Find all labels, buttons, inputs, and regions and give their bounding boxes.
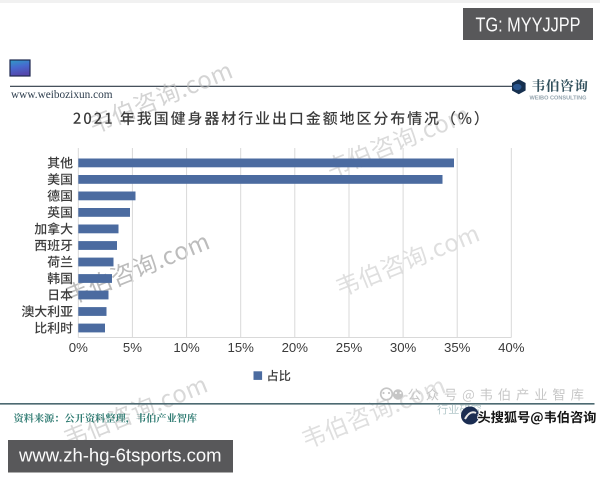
svg-text:WEIBO CONSULTING: WEIBO CONSULTING bbox=[530, 96, 587, 102]
svg-text:www.zh-hg-6tsports.com: www.zh-hg-6tsports.com bbox=[18, 445, 222, 466]
svg-text:20%: 20% bbox=[282, 340, 309, 355]
svg-text:25%: 25% bbox=[336, 340, 363, 355]
svg-text:www.weibozixun.com: www.weibozixun.com bbox=[11, 89, 113, 101]
svg-text:TG: MYYJJPP: TG: MYYJJPP bbox=[476, 15, 581, 37]
svg-text:30%: 30% bbox=[390, 340, 417, 355]
svg-text:0%: 0% bbox=[69, 340, 88, 355]
svg-text:10%: 10% bbox=[173, 340, 200, 355]
svg-text:40%: 40% bbox=[498, 340, 525, 355]
svg-text:35%: 35% bbox=[444, 340, 471, 355]
svg-text:5%: 5% bbox=[123, 340, 142, 355]
svg-text:15%: 15% bbox=[227, 340, 254, 355]
